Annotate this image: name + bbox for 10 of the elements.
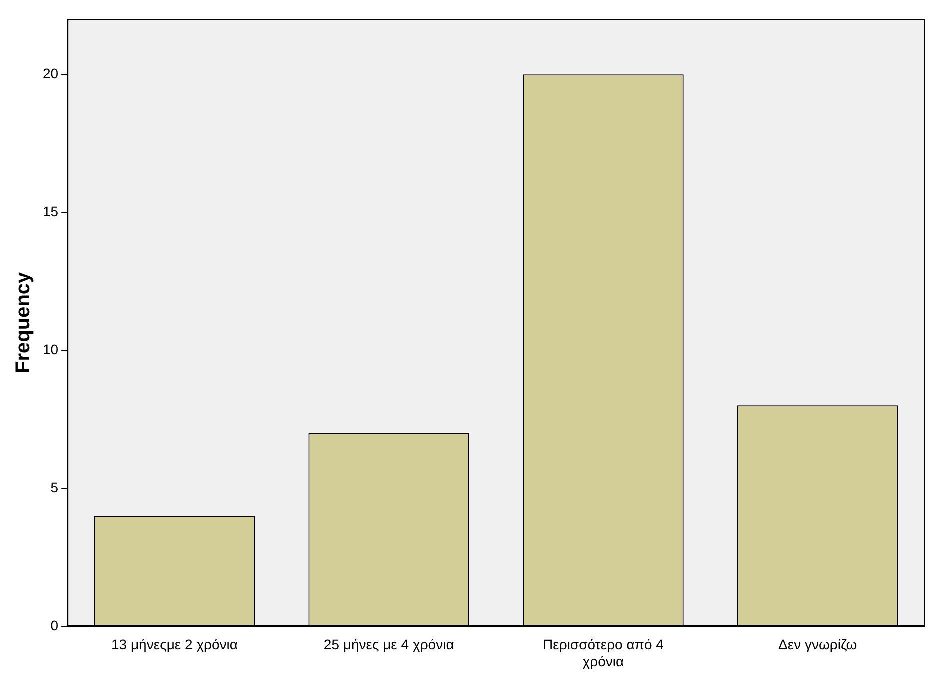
y-axis-title: Frequency [12, 271, 35, 374]
y-tick-label: 5 [50, 479, 59, 496]
x-tick-label: Δεν γνωρίζω [778, 636, 858, 653]
y-tick-label: 10 [42, 341, 59, 358]
x-tick-label: Περισσότερο από 4 χρόνια [543, 636, 664, 670]
y-tick-label: 15 [42, 203, 59, 220]
y-tick-label: 20 [42, 65, 59, 82]
x-tick-label: 13 μήνεςμε 2 χρόνια [112, 636, 238, 653]
x-tick-label: 25 μήνες με 4 χρόνια [324, 636, 454, 653]
y-tick-label: 0 [50, 617, 59, 634]
